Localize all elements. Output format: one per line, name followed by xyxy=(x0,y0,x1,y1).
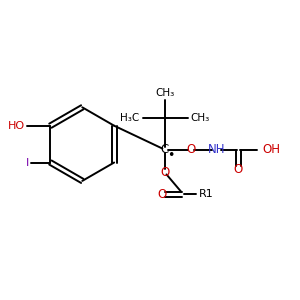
Text: O: O xyxy=(160,166,169,178)
Text: CH₃: CH₃ xyxy=(190,112,210,123)
Text: CH₃: CH₃ xyxy=(155,88,174,98)
Text: O: O xyxy=(187,143,196,157)
Text: •: • xyxy=(167,149,175,162)
Text: NH: NH xyxy=(208,143,225,157)
Text: H₃C: H₃C xyxy=(120,112,140,123)
Text: O: O xyxy=(234,163,243,176)
Text: OH: OH xyxy=(262,143,280,157)
Text: O: O xyxy=(157,188,167,201)
Text: HO: HO xyxy=(8,121,25,131)
Text: I: I xyxy=(26,158,29,167)
Text: C: C xyxy=(160,143,169,157)
Text: R1: R1 xyxy=(199,189,213,199)
